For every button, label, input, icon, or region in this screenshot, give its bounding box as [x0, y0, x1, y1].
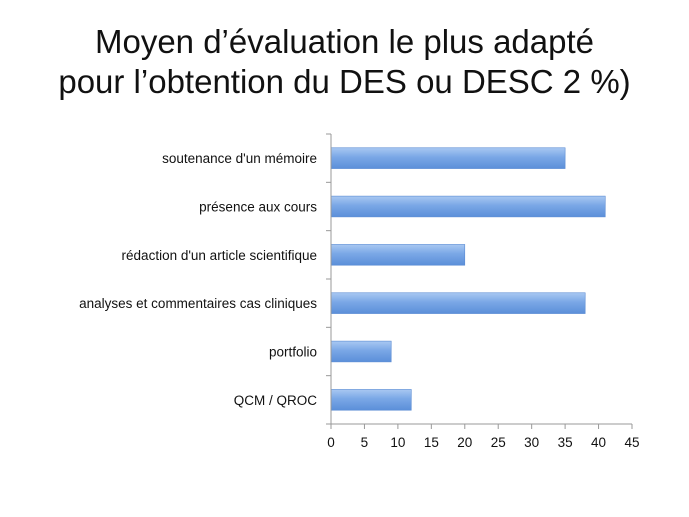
- x-tick-label-6: 30: [524, 435, 539, 450]
- chart-title-line-1: Moyen d’évaluation le plus adapté: [94, 23, 594, 60]
- bar-5: [330, 389, 412, 411]
- category-label-2: rédaction d'un article scientifique: [122, 248, 317, 263]
- x-tick-label-9: 45: [624, 435, 639, 450]
- category-label-5: QCM / QROC: [234, 393, 317, 408]
- bar-3: [330, 292, 586, 314]
- category-label-4: portfolio: [269, 345, 317, 360]
- bar-2: [330, 244, 466, 266]
- category-label-3: analyses et commentaires cas cliniques: [79, 296, 317, 311]
- bar-1: [330, 195, 606, 218]
- bar-0: [330, 147, 566, 169]
- x-tick-label-1: 5: [361, 435, 369, 450]
- x-tick-label-5: 25: [491, 435, 506, 450]
- x-tick-label-3: 15: [424, 435, 439, 450]
- x-tick-label-0: 0: [327, 435, 335, 450]
- x-tick-label-2: 10: [390, 435, 405, 450]
- x-tick-label-4: 20: [457, 435, 472, 450]
- chart-title-line-2: pour l’obtention du DES ou DESC 2 %): [58, 63, 631, 100]
- x-tick-label-7: 35: [558, 435, 573, 450]
- category-label-1: présence aux cours: [199, 200, 317, 215]
- category-label-0: soutenance d'un mémoire: [162, 151, 317, 166]
- chart-title: Moyen d’évaluation le plus adapté pour l…: [0, 22, 689, 102]
- bar-4: [330, 340, 392, 363]
- x-tick-label-8: 40: [591, 435, 606, 450]
